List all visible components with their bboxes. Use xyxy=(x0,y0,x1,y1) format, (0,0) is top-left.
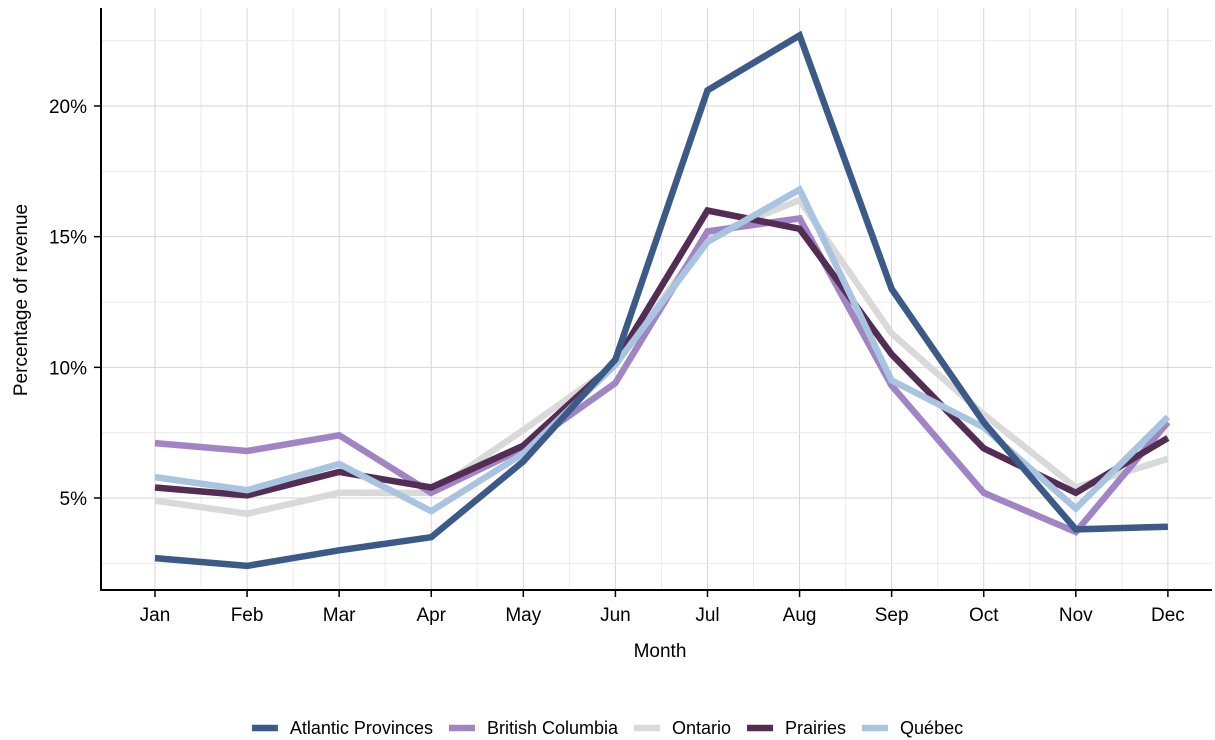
legend-label: Atlantic Provinces xyxy=(290,718,433,738)
series-line-prairies xyxy=(154,206,1170,499)
x-tick-label: Nov xyxy=(1059,605,1093,626)
legend-item-atlantic-provinces: Atlantic Provinces xyxy=(251,718,433,738)
y-axis-title: Percentage of revenue xyxy=(11,204,32,396)
x-tick-label: Apr xyxy=(416,605,446,626)
y-tick-label: 5% xyxy=(60,489,88,510)
legend-item-british-columbia: British Columbia xyxy=(448,718,619,738)
x-tick-label: Jul xyxy=(695,605,719,626)
x-tick-label: Dec xyxy=(1151,605,1185,626)
legend-item-prairies: Prairies xyxy=(747,718,846,738)
legend-label: Ontario xyxy=(672,718,731,738)
legend-item-qu-bec: Québec xyxy=(862,718,963,738)
x-tick-label: May xyxy=(505,605,541,626)
legend: Atlantic Provinces British Columbia Ontari… xyxy=(251,718,963,738)
y-tick-label: 15% xyxy=(49,228,87,249)
x-tick-labels: Jan Feb Mar Apr May Jun Jul Aug Sep Oct Nov Dec xyxy=(140,605,1185,626)
y-tick-label: 20% xyxy=(49,97,87,118)
x-axis-title: Month xyxy=(634,641,687,662)
x-tick-label: Jun xyxy=(600,605,631,626)
x-tick-label: Feb xyxy=(231,605,264,626)
x-tick-label: Mar xyxy=(323,605,356,626)
series-lines xyxy=(154,30,1171,570)
legend-label: Prairies xyxy=(785,718,846,738)
legend-label: Québec xyxy=(900,718,963,738)
x-tick-label: Sep xyxy=(875,605,909,626)
y-tick-labels: 5% 10% 15% 20% xyxy=(49,97,87,510)
grid xyxy=(101,8,1212,590)
x-tick-label: Aug xyxy=(783,605,817,626)
axes xyxy=(94,8,1212,597)
x-tick-label: Jan xyxy=(140,605,171,626)
legend-item-ontario: Ontario xyxy=(634,718,731,738)
x-tick-label: Oct xyxy=(969,605,999,626)
legend-label: British Columbia xyxy=(487,718,619,738)
series-line-atlantic-provinces xyxy=(154,30,1168,570)
y-tick-label: 10% xyxy=(49,358,87,379)
